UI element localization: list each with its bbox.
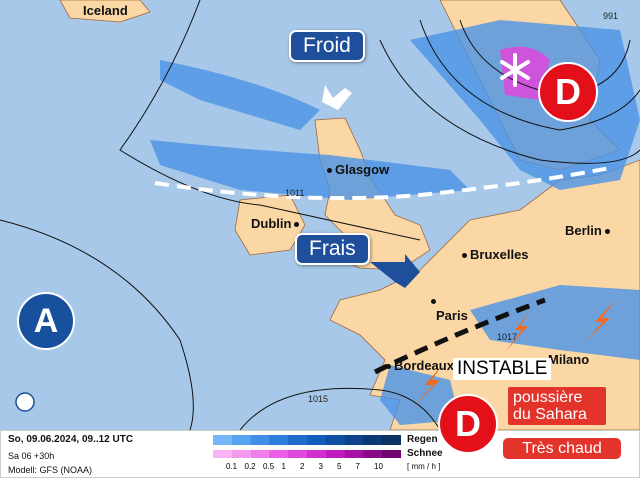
forecast-run: Sa 06 +30h [8, 451, 55, 461]
rain-color-swatch [288, 435, 307, 445]
weather-map [0, 0, 640, 430]
scale-tick: 2 [300, 462, 305, 471]
forecast-date: So, 09.06.2024, 09..12 UTC [8, 434, 134, 445]
snow-color-swatch [306, 450, 326, 458]
rain-color-swatch [250, 435, 270, 445]
isobar-label: 1017 [497, 332, 518, 342]
precip-band-atlantic [150, 140, 470, 200]
cold-front-south [373, 297, 546, 375]
scale-tick: 7 [355, 462, 360, 471]
scale-tick: 1 [281, 462, 286, 471]
snow-color-swatch [213, 450, 232, 458]
label-frais: Frais [295, 233, 370, 265]
city-dublin: Dublin [251, 216, 302, 231]
isobar-label: 1011 [285, 188, 305, 198]
scale-tick: 0.2 [244, 462, 256, 471]
snow-color-swatch [325, 450, 345, 458]
snow-color-swatch [363, 450, 383, 458]
city-bordeaux: Bordeaux [386, 358, 454, 373]
precip-band-north [160, 60, 320, 130]
scale-tick: 5 [337, 462, 342, 471]
snow-color-swatch [269, 450, 289, 458]
low-pressure-south: D [438, 394, 498, 454]
label-tres-chaud: Très chaud [503, 438, 621, 459]
label-sahara-dust: poussière du Sahara [508, 387, 606, 425]
lightning-icon [412, 365, 442, 408]
snow-color-swatch [231, 450, 251, 458]
arrow-froid-icon [322, 85, 352, 110]
unit-label: [ mm / h ] [407, 462, 441, 471]
snow-area [500, 46, 550, 100]
isobar-label: 991 [603, 11, 619, 21]
city-milano: Milano [548, 352, 590, 367]
scale-tick: 3 [318, 462, 323, 471]
label-instable: INSTABLE [453, 358, 552, 380]
precip-alps [470, 285, 640, 360]
lightning-icon [585, 300, 615, 342]
rain-color-swatch [325, 435, 345, 445]
city-iceland: Iceland [83, 3, 128, 18]
city-glasgow: Glasgow [327, 162, 389, 177]
rain-color-swatch [269, 435, 289, 445]
scale-tick: 10 [374, 462, 383, 471]
snow-color-swatch [250, 450, 270, 458]
low-pressure-north: D [538, 62, 598, 122]
snow-scale [213, 450, 401, 458]
rain-color-swatch [344, 435, 364, 445]
scale-tick: 0.5 [263, 462, 275, 471]
snow-color-swatch [288, 450, 307, 458]
precip-scandinavia [410, 20, 640, 190]
snow-color-swatch [344, 450, 364, 458]
model-name: Modell: GFS (NOAA) [8, 465, 93, 475]
high-pressure: A [17, 292, 75, 350]
rain-color-swatch [363, 435, 383, 445]
city-bruxelles: Bruxelles [462, 247, 529, 262]
rain-color-swatch [231, 435, 251, 445]
isobar-label: 1015 [308, 394, 329, 404]
rain-label: Regen [407, 434, 438, 445]
globe-icon [15, 392, 35, 412]
city-berlin: Berlin [565, 223, 613, 238]
snow-color-swatch [382, 450, 401, 458]
snow-label: Schnee [407, 448, 443, 459]
arrow-frais-icon [370, 254, 420, 288]
city-paris: Paris [431, 293, 468, 323]
label-froid: Froid [289, 30, 365, 62]
rain-color-swatch [306, 435, 326, 445]
scale-tick: 0.1 [226, 462, 238, 471]
rain-scale [213, 435, 401, 445]
snowflake-icon [500, 53, 530, 87]
rain-color-swatch [382, 435, 401, 445]
iceland-land [59, 0, 151, 23]
rain-color-swatch [213, 435, 232, 445]
